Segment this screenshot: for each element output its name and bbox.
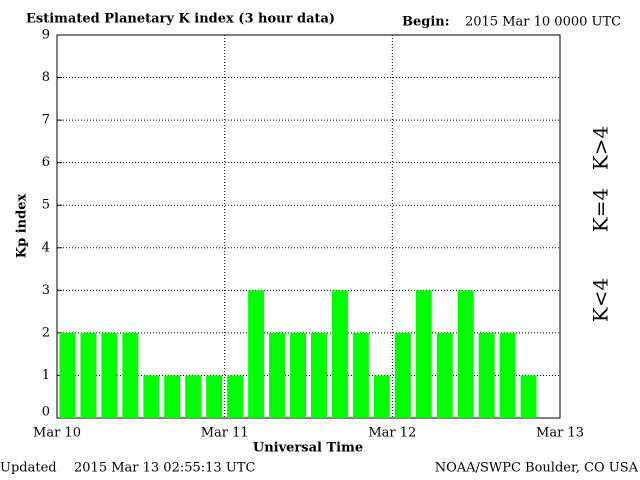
- bar: [143, 375, 160, 418]
- bar: [352, 332, 369, 418]
- y-tick-label: 5: [42, 198, 50, 213]
- bar: [436, 332, 453, 418]
- bar: [248, 290, 265, 418]
- y-tick-label: 1: [42, 368, 50, 383]
- y-axis-label: Kp index: [15, 194, 30, 259]
- bar: [164, 375, 181, 418]
- x-tick-label: Mar 10: [33, 426, 81, 441]
- bar: [520, 375, 537, 418]
- y-tick-label: 6: [42, 155, 50, 170]
- bar: [227, 375, 244, 418]
- legend-entry: K<4: [589, 278, 613, 322]
- x-tick-label: Mar 13: [536, 426, 584, 441]
- begin-value: 2015 Mar 10 0000 UTC: [465, 15, 621, 30]
- chart-title: Estimated Planetary K index (3 hour data…: [26, 12, 335, 27]
- bar: [331, 290, 348, 418]
- bar: [122, 332, 139, 418]
- bar: [101, 332, 118, 418]
- x-tick-label: Mar 11: [201, 426, 249, 441]
- y-tick-label: 3: [42, 283, 50, 298]
- y-tick-label: 9: [42, 28, 50, 43]
- x-tick-label: Mar 12: [368, 426, 416, 441]
- bar: [478, 332, 495, 418]
- bar: [415, 290, 432, 418]
- bar: [80, 332, 97, 418]
- legend-entry: K=4: [589, 188, 613, 232]
- bar: [206, 375, 223, 418]
- bar: [394, 332, 411, 418]
- updated-value: 2015 Mar 13 02:55:13 UTC: [74, 461, 255, 476]
- source: NOAA/SWPC Boulder, CO USA: [435, 461, 639, 476]
- plot-frame: [56, 34, 561, 419]
- bar: [290, 332, 306, 418]
- bar: [373, 375, 390, 418]
- x-axis-label: Universal Time: [253, 441, 363, 456]
- y-tick-label: 8: [42, 70, 50, 85]
- bar: [311, 332, 327, 418]
- bar: [499, 332, 516, 418]
- bar: [185, 375, 202, 418]
- legend-entry: K>4: [589, 126, 613, 170]
- bar: [457, 290, 474, 418]
- y-tick-label: 2: [42, 325, 50, 340]
- y-tick-label: 7: [42, 113, 50, 128]
- updated-label: Updated: [0, 461, 57, 476]
- begin-label: Begin:: [402, 15, 450, 30]
- bar: [59, 332, 76, 418]
- y-tick-label: 0: [42, 405, 50, 420]
- y-tick-label: 4: [42, 240, 50, 255]
- bar: [269, 332, 286, 418]
